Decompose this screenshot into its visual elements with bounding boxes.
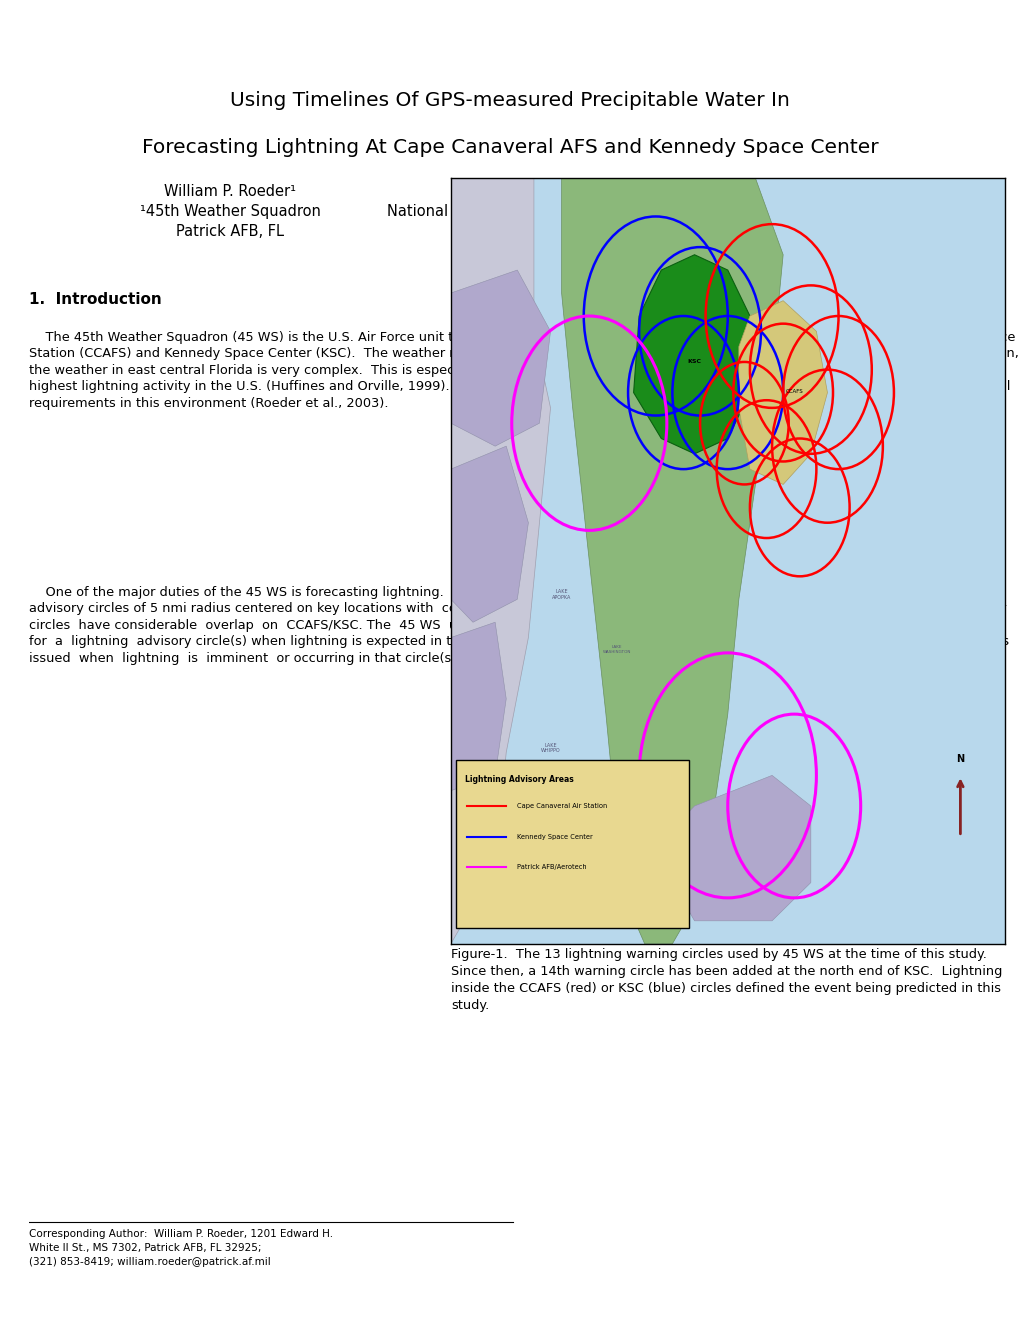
Text: Using Timelines Of GPS-measured Precipitable Water In: Using Timelines Of GPS-measured Precipit… [230, 91, 789, 110]
Polygon shape [450, 622, 505, 791]
Text: Figure-1.  The 13 lightning warning circles used by 45 WS at the time of this st: Figure-1. The 13 lightning warning circl… [450, 948, 1002, 1011]
Text: The 45th Weather Squadron (45 WS) is the U.S. Air Force unit that provides weath: The 45th Weather Squadron (45 WS) is the… [29, 331, 1017, 409]
Polygon shape [450, 271, 550, 446]
Text: 19 - 20 April • Orlando, Florida, USA: 19 - 20 April • Orlando, Florida, USA [335, 20, 486, 29]
Text: Corresponding Author:  William P. Roeder, 1201 Edward H.
White II St., MS 7302, : Corresponding Author: William P. Roeder,… [29, 1229, 332, 1267]
Polygon shape [672, 775, 810, 921]
Text: Lightning Advisory Areas: Lightning Advisory Areas [465, 775, 573, 784]
Polygon shape [633, 255, 749, 454]
Text: William P. Roeder¹: William P. Roeder¹ [164, 183, 296, 198]
Text: Patrick AFB, FL: Patrick AFB, FL [176, 223, 283, 239]
Text: Kennedy Space Center: Kennedy Space Center [517, 834, 592, 840]
Text: 21st International Lightning Detection Conference: 21st International Lightning Detection C… [335, 9, 612, 18]
FancyBboxPatch shape [455, 760, 688, 928]
Text: Brian Graf: Brian Graf [752, 183, 826, 198]
Text: 3rd International Lightning Meteorology Conference: 3rd International Lightning Meteorology … [335, 32, 624, 42]
Text: Forecasting Lightning At Cape Canaveral AFS and Kennedy Space Center: Forecasting Lightning At Cape Canaveral … [142, 139, 877, 157]
Text: 1.  Introduction: 1. Introduction [29, 292, 161, 308]
Text: ¹45th Weather Squadron: ¹45th Weather Squadron [140, 203, 320, 219]
Text: LAKE
WASHINGTON: LAKE WASHINGTON [602, 645, 631, 653]
Text: Cape Canaveral Air Station: Cape Canaveral Air Station [517, 803, 607, 809]
Text: National Aeronautics and Space Administration: National Aeronautics and Space Administr… [386, 203, 733, 219]
Text: KSC: KSC [687, 359, 701, 364]
Polygon shape [738, 301, 826, 484]
Polygon shape [450, 446, 528, 622]
Polygon shape [450, 178, 550, 944]
Text: One of the major duties of the 45 WS is forecasting lightning.  This is done for: One of the major duties of the 45 WS is … [29, 586, 1010, 664]
Text: Kristen Kehrer: Kristen Kehrer [507, 183, 611, 198]
Text: N: N [956, 754, 964, 764]
Text: LAKE
WHIPPO: LAKE WHIPPO [540, 743, 559, 754]
Polygon shape [561, 178, 783, 944]
Text: CCAFS: CCAFS [785, 388, 802, 393]
Text: 2010: 2010 [141, 4, 287, 55]
Text: Patrick AFB/Aerotech: Patrick AFB/Aerotech [517, 865, 586, 870]
Text: LAKE
APOPKA: LAKE APOPKA [551, 590, 571, 601]
Text: Kennedy Space Center, FL: Kennedy Space Center, FL [464, 223, 655, 239]
Text: 21 - 22 April • Orlando, Florida, USA: 21 - 22 April • Orlando, Florida, USA [335, 44, 486, 51]
